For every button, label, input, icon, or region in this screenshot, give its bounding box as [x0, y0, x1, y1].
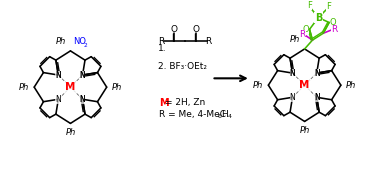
Text: Ph: Ph: [56, 37, 67, 46]
Text: = 2H, Zn: = 2H, Zn: [166, 98, 206, 107]
Text: N: N: [56, 70, 61, 79]
Text: B: B: [314, 13, 322, 23]
Text: N: N: [80, 70, 85, 79]
Text: N: N: [80, 95, 85, 104]
Text: N: N: [80, 70, 85, 79]
Text: Ph: Ph: [299, 126, 310, 135]
Text: N: N: [314, 68, 320, 78]
Text: R = Me, 4-MeC: R = Me, 4-MeC: [159, 110, 226, 119]
Text: Ph: Ph: [112, 83, 122, 92]
Text: M: M: [159, 98, 168, 108]
Text: R: R: [331, 25, 337, 34]
Text: F: F: [326, 2, 331, 11]
Text: N: N: [314, 93, 320, 102]
Text: N: N: [290, 93, 295, 102]
Text: N: N: [80, 95, 85, 104]
Text: 1.: 1.: [158, 44, 166, 53]
Text: R: R: [299, 30, 306, 39]
Text: N: N: [314, 68, 320, 78]
Text: M: M: [299, 80, 310, 90]
Text: H: H: [222, 110, 228, 119]
Text: Ph: Ph: [346, 81, 356, 90]
Text: Ph: Ph: [253, 81, 263, 90]
Text: Ph: Ph: [290, 35, 300, 44]
Text: Ph: Ph: [19, 83, 29, 92]
Text: N: N: [290, 68, 295, 78]
Text: O: O: [171, 25, 178, 34]
Text: R: R: [206, 37, 212, 46]
Text: R: R: [158, 37, 165, 46]
Text: NO: NO: [73, 37, 87, 46]
Text: 6: 6: [217, 114, 221, 119]
Text: 2: 2: [83, 43, 87, 48]
Text: O: O: [192, 25, 199, 34]
Text: Ph: Ph: [65, 128, 76, 137]
Text: N: N: [56, 95, 61, 104]
Text: F: F: [307, 1, 312, 10]
Text: N: N: [290, 68, 295, 78]
Text: N: N: [56, 70, 61, 79]
Text: O: O: [302, 25, 309, 34]
Text: M: M: [65, 82, 76, 92]
Text: 4: 4: [227, 114, 231, 119]
Text: 2. BF₃·OEt₂: 2. BF₃·OEt₂: [158, 62, 207, 71]
Text: N: N: [314, 93, 320, 102]
Text: O: O: [330, 18, 336, 27]
